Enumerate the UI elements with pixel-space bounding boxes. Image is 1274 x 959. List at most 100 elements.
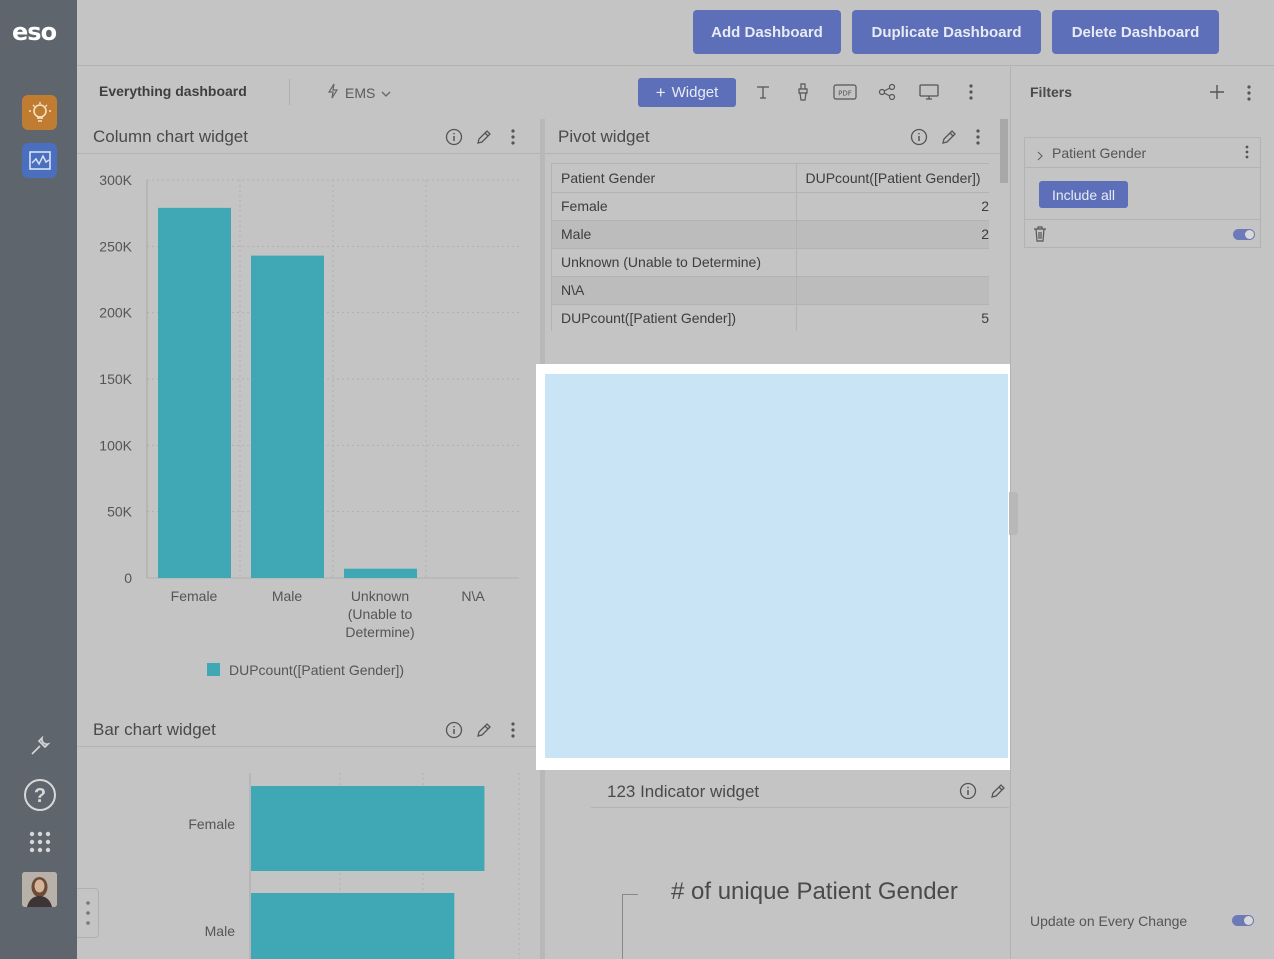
filters-title: Filters (1030, 84, 1073, 100)
pdf-export-icon[interactable]: PDF (832, 79, 858, 105)
column-bar (344, 568, 417, 578)
widget-header-divider (77, 153, 540, 154)
filter-card-divider (1025, 167, 1260, 168)
datasource-selector[interactable]: EMS (327, 83, 391, 102)
info-icon[interactable] (959, 782, 977, 805)
info-icon[interactable] (910, 128, 928, 151)
horizontal-bar (251, 893, 455, 959)
widget-title: 123 Indicator widget (607, 782, 760, 801)
text-widget-icon[interactable] (750, 79, 776, 105)
add-widget-label: Widget (671, 84, 719, 101)
duplicate-dashboard-button[interactable]: Duplicate Dashboard (852, 10, 1041, 54)
paint-brush-icon[interactable] (790, 79, 816, 105)
filter-menu-icon[interactable] (1245, 145, 1249, 164)
y-tick-label: 250K (99, 238, 132, 254)
add-dashboard-button[interactable]: Add Dashboard (693, 10, 841, 54)
apps-grid-icon[interactable] (22, 824, 57, 859)
analytics-dashboard-icon[interactable] (22, 143, 57, 178)
filter-card-divider (1025, 219, 1260, 220)
edit-pencil-icon[interactable] (940, 128, 958, 151)
legend-label: DUPcount([Patient Gender]) (229, 662, 404, 678)
widget-actions (959, 782, 1007, 805)
help-icon[interactable]: ? (22, 777, 57, 812)
x-tick-label: Unknown (Unable to Determine) (345, 588, 414, 640)
update-on-change-label: Update on Every Change (1030, 913, 1188, 929)
plus-icon: + (655, 83, 666, 102)
datasource-label: EMS (345, 84, 376, 101)
toolbar-divider (289, 79, 290, 105)
add-widget-button[interactable]: + Widget (638, 78, 736, 107)
bar-chart: Female Male (188, 773, 520, 959)
wrench-icon[interactable] (22, 728, 57, 763)
monitor-icon[interactable] (916, 79, 942, 105)
pivot-row: Unknown (Unable to Determine) (552, 248, 989, 277)
svg-text:?: ? (33, 785, 45, 807)
info-icon[interactable] (445, 128, 463, 151)
edit-pencil-icon[interactable] (475, 721, 493, 744)
pivot-cell (796, 248, 989, 277)
widget-actions (445, 721, 515, 744)
dashboard-title: Everything dashboard (99, 83, 247, 99)
y-tick-label: 0 (124, 570, 132, 586)
pivot-row: Female 2 (552, 192, 989, 221)
pivot-row: Male 2 (552, 220, 989, 249)
pivot-header-cell[interactable]: Patient Gender (552, 164, 797, 193)
y-category-label: Female (188, 816, 235, 832)
y-tick-label: 50K (107, 504, 133, 520)
pivot-cell: N\A (552, 276, 797, 305)
filters-panel: Filters Patient Gender Include all Updat… (1010, 67, 1274, 959)
column-chart-widget: Column chart widget 0 50K 100K 150K 200K 250K… (77, 119, 540, 709)
info-icon[interactable] (445, 721, 463, 744)
svg-text:PDF: PDF (838, 90, 852, 98)
widget-header-divider (591, 807, 1009, 808)
pivot-cell: 5 (796, 304, 989, 331)
widget-menu-icon[interactable] (976, 129, 980, 150)
share-icon[interactable] (874, 79, 900, 105)
widget-menu-icon[interactable] (511, 129, 515, 150)
filters-menu-icon[interactable] (1247, 85, 1251, 106)
user-avatar[interactable] (22, 872, 57, 907)
legend-swatch (207, 663, 220, 676)
widget-drop-area (545, 374, 1008, 758)
collapse-filters-handle[interactable] (1009, 492, 1018, 535)
widget-header-divider (545, 153, 1000, 154)
pivot-header-row: Patient Gender DUPcount([Patient Gender]… (552, 164, 989, 193)
indicator-widget: 123 Indicator widget # of unique Patient… (545, 770, 1009, 959)
column-bar (251, 255, 324, 578)
filter-enable-toggle[interactable] (1233, 229, 1255, 240)
filter-field-label[interactable]: Patient Gender (1052, 145, 1147, 161)
widget-title: Pivot widget (558, 127, 650, 146)
chevron-right-icon[interactable] (1036, 148, 1044, 166)
edit-pencil-icon[interactable] (989, 782, 1007, 805)
pivot-scrollbar[interactable] (1000, 119, 1008, 183)
indicator-label: # of unique Patient Gender (671, 878, 958, 905)
y-tick-label: 150K (99, 371, 132, 387)
pivot-cell: 2 (796, 220, 989, 249)
pivot-cell: 2 (796, 192, 989, 221)
pivot-widget: Pivot widget Patient Gender DUPcount([Pa… (545, 119, 1009, 364)
trash-icon[interactable] (1033, 226, 1047, 247)
column-bar (158, 207, 231, 579)
delete-dashboard-button[interactable]: Delete Dashboard (1052, 10, 1219, 54)
filter-card: Patient Gender Include all (1024, 137, 1261, 248)
widget-menu-icon[interactable] (511, 722, 515, 743)
edit-pencil-icon[interactable] (475, 128, 493, 151)
pivot-row: N\A (552, 276, 989, 305)
update-on-change-toggle[interactable] (1232, 915, 1254, 926)
include-all-button[interactable]: Include all (1039, 181, 1128, 208)
more-options-icon[interactable] (958, 79, 984, 105)
insights-lightbulb-icon[interactable] (22, 95, 57, 130)
add-filter-icon[interactable] (1209, 84, 1225, 105)
y-tick-label: 100K (99, 437, 132, 453)
column-chart: 0 50K 100K 150K 200K 250K 300K Female Male Unknow… (99, 172, 519, 678)
pivot-cell (796, 276, 989, 305)
pivot-table: Patient Gender DUPcount([Patient Gender]… (551, 163, 989, 331)
pivot-cell: Male (552, 220, 797, 249)
dashboard-toolbar: Everything dashboard EMS + Widget PDF (77, 67, 1009, 119)
resize-handle[interactable] (77, 888, 99, 938)
x-tick-label: Female (171, 588, 218, 604)
widget-actions (910, 128, 980, 151)
pivot-header-cell[interactable]: DUPcount([Patient Gender]) (796, 164, 989, 193)
lightning-icon (327, 83, 339, 102)
x-tick-label: Male (272, 588, 303, 604)
